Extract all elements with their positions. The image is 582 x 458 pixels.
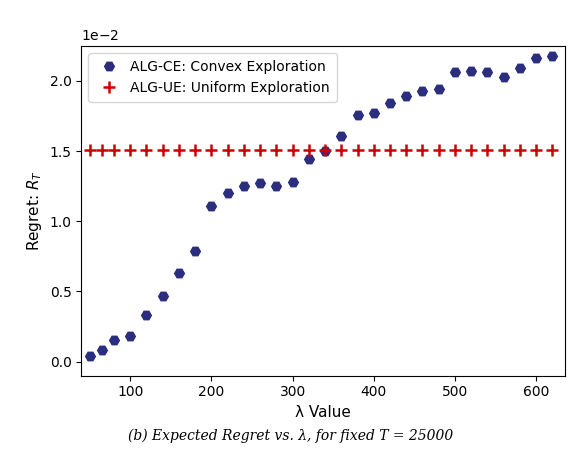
Text: 1e$-$2: 1e$-$2	[81, 28, 120, 43]
ALG-UE: Uniform Exploration: (600, 0.0151): Uniform Exploration: (600, 0.0151)	[533, 147, 540, 153]
ALG-UE: Uniform Exploration: (340, 0.0151): Uniform Exploration: (340, 0.0151)	[321, 147, 328, 153]
ALG-UE: Uniform Exploration: (320, 0.0151): Uniform Exploration: (320, 0.0151)	[306, 147, 313, 153]
ALG-UE: Uniform Exploration: (180, 0.0151): Uniform Exploration: (180, 0.0151)	[191, 147, 198, 153]
ALG-UE: Uniform Exploration: (300, 0.0151): Uniform Exploration: (300, 0.0151)	[289, 147, 296, 153]
ALG-CE: Convex Exploration: (65, 0.0008): Convex Exploration: (65, 0.0008)	[98, 348, 105, 353]
ALG-UE: Uniform Exploration: (460, 0.0151): Uniform Exploration: (460, 0.0151)	[419, 147, 426, 153]
ALG-UE: Uniform Exploration: (520, 0.0151): Uniform Exploration: (520, 0.0151)	[468, 147, 475, 153]
Line: ALG-UE: Uniform Exploration: ALG-UE: Uniform Exploration	[84, 144, 558, 155]
ALG-CE: Convex Exploration: (460, 0.0193): Convex Exploration: (460, 0.0193)	[419, 88, 426, 93]
ALG-UE: Uniform Exploration: (400, 0.0151): Uniform Exploration: (400, 0.0151)	[370, 147, 377, 153]
ALG-CE: Convex Exploration: (160, 0.0063): Convex Exploration: (160, 0.0063)	[175, 270, 182, 276]
ALG-UE: Uniform Exploration: (260, 0.0151): Uniform Exploration: (260, 0.0151)	[257, 147, 264, 153]
ALG-CE: Convex Exploration: (420, 0.0184): Convex Exploration: (420, 0.0184)	[386, 101, 393, 106]
ALG-UE: Uniform Exploration: (120, 0.0151): Uniform Exploration: (120, 0.0151)	[143, 147, 150, 153]
ALG-CE: Convex Exploration: (600, 0.0216): Convex Exploration: (600, 0.0216)	[533, 56, 540, 61]
ALG-CE: Convex Exploration: (240, 0.0125): Convex Exploration: (240, 0.0125)	[240, 183, 247, 189]
ALG-CE: Convex Exploration: (340, 0.015): Convex Exploration: (340, 0.015)	[321, 148, 328, 154]
ALG-UE: Uniform Exploration: (280, 0.0151): Uniform Exploration: (280, 0.0151)	[273, 147, 280, 153]
Line: ALG-CE: Convex Exploration: ALG-CE: Convex Exploration	[85, 51, 557, 361]
ALG-CE: Convex Exploration: (120, 0.0033): Convex Exploration: (120, 0.0033)	[143, 312, 150, 318]
ALG-UE: Uniform Exploration: (220, 0.0151): Uniform Exploration: (220, 0.0151)	[224, 147, 231, 153]
ALG-CE: Convex Exploration: (620, 0.0218): Convex Exploration: (620, 0.0218)	[549, 53, 556, 58]
ALG-CE: Convex Exploration: (200, 0.0111): Convex Exploration: (200, 0.0111)	[208, 203, 215, 208]
ALG-UE: Uniform Exploration: (580, 0.0151): Uniform Exploration: (580, 0.0151)	[516, 147, 523, 153]
ALG-CE: Convex Exploration: (440, 0.0189): Convex Exploration: (440, 0.0189)	[403, 93, 410, 99]
ALG-UE: Uniform Exploration: (50, 0.0151): Uniform Exploration: (50, 0.0151)	[86, 147, 93, 153]
ALG-CE: Convex Exploration: (400, 0.0177): Convex Exploration: (400, 0.0177)	[370, 110, 377, 116]
ALG-CE: Convex Exploration: (220, 0.012): Convex Exploration: (220, 0.012)	[224, 191, 231, 196]
ALG-UE: Uniform Exploration: (540, 0.0151): Uniform Exploration: (540, 0.0151)	[484, 147, 491, 153]
ALG-UE: Uniform Exploration: (380, 0.0151): Uniform Exploration: (380, 0.0151)	[354, 147, 361, 153]
ALG-UE: Uniform Exploration: (420, 0.0151): Uniform Exploration: (420, 0.0151)	[386, 147, 393, 153]
ALG-CE: Convex Exploration: (380, 0.0176): Convex Exploration: (380, 0.0176)	[354, 112, 361, 117]
ALG-UE: Uniform Exploration: (140, 0.0151): Uniform Exploration: (140, 0.0151)	[159, 147, 166, 153]
ALG-CE: Convex Exploration: (580, 0.0209): Convex Exploration: (580, 0.0209)	[516, 65, 523, 71]
ALG-CE: Convex Exploration: (540, 0.0206): Convex Exploration: (540, 0.0206)	[484, 70, 491, 75]
ALG-UE: Uniform Exploration: (480, 0.0151): Uniform Exploration: (480, 0.0151)	[435, 147, 442, 153]
ALG-CE: Convex Exploration: (50, 0.0004): Convex Exploration: (50, 0.0004)	[86, 353, 93, 359]
ALG-UE: Uniform Exploration: (620, 0.0151): Uniform Exploration: (620, 0.0151)	[549, 147, 556, 153]
ALG-CE: Convex Exploration: (480, 0.0194): Convex Exploration: (480, 0.0194)	[435, 87, 442, 92]
ALG-CE: Convex Exploration: (300, 0.0128): Convex Exploration: (300, 0.0128)	[289, 179, 296, 185]
ALG-UE: Uniform Exploration: (240, 0.0151): Uniform Exploration: (240, 0.0151)	[240, 147, 247, 153]
ALG-UE: Uniform Exploration: (360, 0.0151): Uniform Exploration: (360, 0.0151)	[338, 147, 345, 153]
ALG-CE: Convex Exploration: (360, 0.0161): Convex Exploration: (360, 0.0161)	[338, 133, 345, 138]
ALG-CE: Convex Exploration: (560, 0.0203): Convex Exploration: (560, 0.0203)	[500, 74, 507, 79]
ALG-UE: Uniform Exploration: (80, 0.0151): Uniform Exploration: (80, 0.0151)	[111, 147, 118, 153]
Text: (b) Expected Regret vs. λ, for fixed T = 25000: (b) Expected Regret vs. λ, for fixed T =…	[129, 428, 453, 443]
ALG-CE: Convex Exploration: (280, 0.0125): Convex Exploration: (280, 0.0125)	[273, 183, 280, 189]
ALG-UE: Uniform Exploration: (65, 0.0151): Uniform Exploration: (65, 0.0151)	[98, 147, 105, 153]
ALG-CE: Convex Exploration: (140, 0.0047): Convex Exploration: (140, 0.0047)	[159, 293, 166, 298]
ALG-CE: Convex Exploration: (80, 0.0015): Convex Exploration: (80, 0.0015)	[111, 338, 118, 343]
X-axis label: λ Value: λ Value	[295, 405, 351, 420]
ALG-CE: Convex Exploration: (520, 0.0207): Convex Exploration: (520, 0.0207)	[468, 68, 475, 74]
Legend: ALG-CE: Convex Exploration, ALG-UE: Uniform Exploration: ALG-CE: Convex Exploration, ALG-UE: Unif…	[88, 53, 336, 102]
ALG-CE: Convex Exploration: (260, 0.0127): Convex Exploration: (260, 0.0127)	[257, 180, 264, 186]
ALG-UE: Uniform Exploration: (100, 0.0151): Uniform Exploration: (100, 0.0151)	[127, 147, 134, 153]
ALG-CE: Convex Exploration: (100, 0.0018): Convex Exploration: (100, 0.0018)	[127, 333, 134, 339]
ALG-UE: Uniform Exploration: (200, 0.0151): Uniform Exploration: (200, 0.0151)	[208, 147, 215, 153]
ALG-CE: Convex Exploration: (180, 0.0079): Convex Exploration: (180, 0.0079)	[191, 248, 198, 253]
ALG-UE: Uniform Exploration: (560, 0.0151): Uniform Exploration: (560, 0.0151)	[500, 147, 507, 153]
ALG-UE: Uniform Exploration: (160, 0.0151): Uniform Exploration: (160, 0.0151)	[175, 147, 182, 153]
ALG-UE: Uniform Exploration: (500, 0.0151): Uniform Exploration: (500, 0.0151)	[452, 147, 459, 153]
Y-axis label: Regret: $R_T$: Regret: $R_T$	[25, 170, 44, 251]
ALG-UE: Uniform Exploration: (440, 0.0151): Uniform Exploration: (440, 0.0151)	[403, 147, 410, 153]
ALG-CE: Convex Exploration: (500, 0.0206): Convex Exploration: (500, 0.0206)	[452, 70, 459, 75]
ALG-CE: Convex Exploration: (320, 0.0144): Convex Exploration: (320, 0.0144)	[306, 157, 313, 162]
